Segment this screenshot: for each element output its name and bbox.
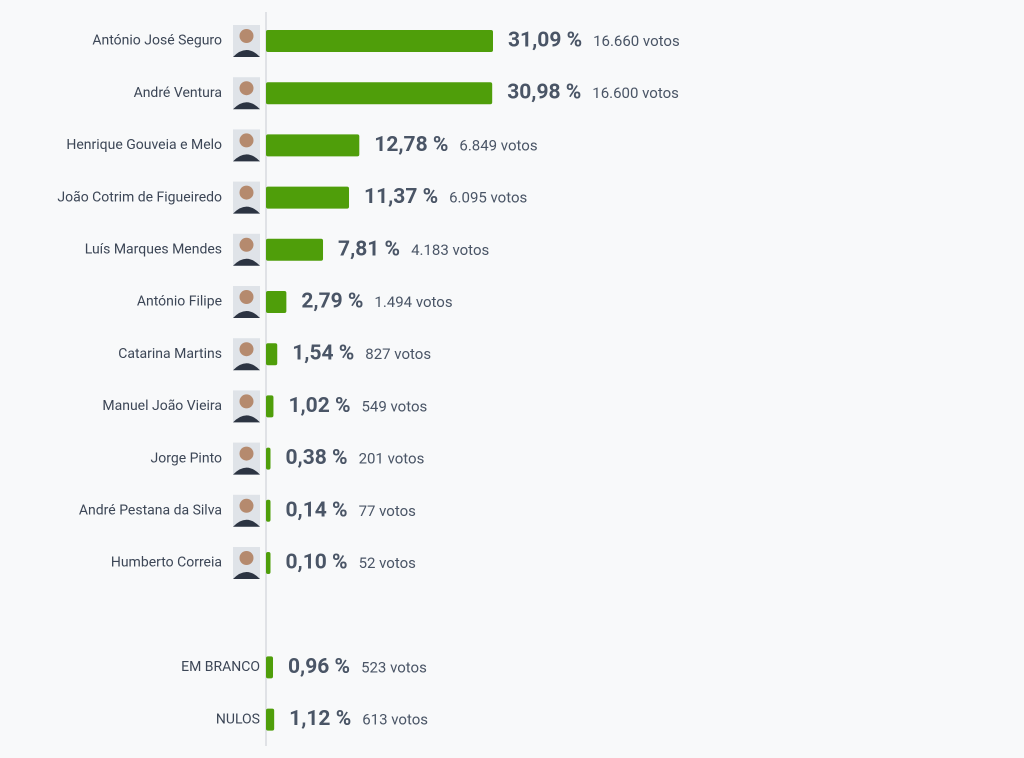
category-label: Manuel João Vieira — [102, 398, 222, 414]
category-label: André Pestana da Silva — [79, 503, 222, 519]
candidate-photo — [233, 181, 260, 214]
photo-head — [239, 237, 254, 252]
candidate-photo — [233, 233, 260, 266]
category-label: António Filipe — [137, 294, 222, 310]
photo-head — [239, 446, 254, 461]
bar — [266, 186, 350, 209]
photo-body — [233, 467, 260, 475]
votes-label: 52 votos — [359, 554, 416, 572]
bar — [266, 708, 275, 731]
votes-label: 827 votos — [365, 345, 431, 363]
bar — [266, 447, 271, 470]
photo-body — [233, 311, 260, 318]
votes-label: 6.095 votos — [449, 189, 527, 207]
votes-label: 16.600 votos — [592, 84, 679, 102]
bar — [266, 552, 271, 574]
candidate-photo — [233, 25, 260, 57]
percent-label: 0,96 % — [288, 655, 350, 679]
percent-label: 0,14 % — [286, 498, 348, 522]
votes-label: 6.849 votos — [459, 136, 537, 154]
votes-label: 77 votos — [359, 502, 416, 520]
photo-body — [233, 154, 260, 162]
category-label: Luís Marques Mendes — [85, 242, 222, 258]
bar — [266, 134, 360, 157]
votes-label: 523 votos — [361, 658, 427, 676]
percent-label: 1,12 % — [289, 707, 351, 731]
candidate-photo — [233, 286, 260, 318]
bar — [266, 395, 274, 418]
bar — [266, 238, 324, 261]
percent-label: 0,10 % — [286, 551, 348, 575]
photo-head — [239, 498, 254, 513]
photo-body — [233, 572, 260, 579]
category-label: Humberto Correia — [111, 555, 222, 571]
photo-body — [233, 206, 260, 214]
photo-body — [233, 50, 260, 57]
percent-label: 2,79 % — [301, 290, 363, 314]
candidate-photo — [233, 390, 260, 423]
photo-head — [239, 185, 254, 200]
bar — [266, 30, 493, 52]
percent-label: 1,02 % — [288, 394, 350, 418]
candidate-photo — [233, 129, 260, 162]
bar — [266, 343, 278, 366]
category-label: Henrique Gouveia e Melo — [66, 137, 222, 153]
votes-label: 1.494 votos — [374, 293, 452, 311]
category-label: NULOS — [216, 711, 260, 727]
photo-body — [233, 519, 260, 527]
photo-body — [233, 102, 260, 110]
photo-head — [239, 394, 254, 409]
percent-label: 7,81 % — [338, 237, 400, 261]
category-label: Jorge Pinto — [151, 450, 222, 466]
photo-body — [233, 363, 260, 371]
candidate-photo — [233, 77, 260, 110]
category-label: João Cotrim de Figueiredo — [57, 189, 222, 205]
candidate-photo — [233, 442, 260, 475]
category-label: EM BRANCO — [181, 659, 260, 675]
bar — [266, 656, 274, 679]
photo-head — [239, 342, 254, 357]
category-label: António José Seguro — [92, 33, 222, 49]
photo-head — [239, 29, 254, 43]
photo-head — [239, 290, 254, 304]
photo-head — [239, 133, 254, 148]
votes-label: 201 votos — [359, 450, 425, 468]
photo-head — [239, 81, 254, 96]
category-label: Catarina Martins — [118, 346, 222, 362]
candidate-photo — [233, 338, 260, 371]
photo-body — [233, 415, 260, 423]
percent-label: 31,09 % — [508, 29, 582, 53]
photo-body — [233, 258, 260, 266]
votes-label: 613 votos — [362, 711, 428, 729]
category-label: André Ventura — [134, 85, 222, 101]
percent-label: 0,38 % — [286, 446, 348, 470]
votes-label: 16.660 votos — [593, 32, 680, 50]
percent-label: 12,78 % — [374, 133, 448, 157]
votes-label: 549 votos — [362, 397, 428, 415]
candidate-photo — [233, 494, 260, 527]
bar — [266, 291, 287, 313]
percent-label: 11,37 % — [364, 185, 438, 209]
bar — [266, 82, 493, 105]
percent-label: 30,98 % — [507, 81, 581, 105]
photo-head — [239, 551, 254, 565]
percent-label: 1,54 % — [292, 342, 354, 366]
candidate-photo — [233, 547, 260, 579]
votes-label: 4.183 votos — [411, 241, 489, 259]
bar — [266, 499, 271, 522]
